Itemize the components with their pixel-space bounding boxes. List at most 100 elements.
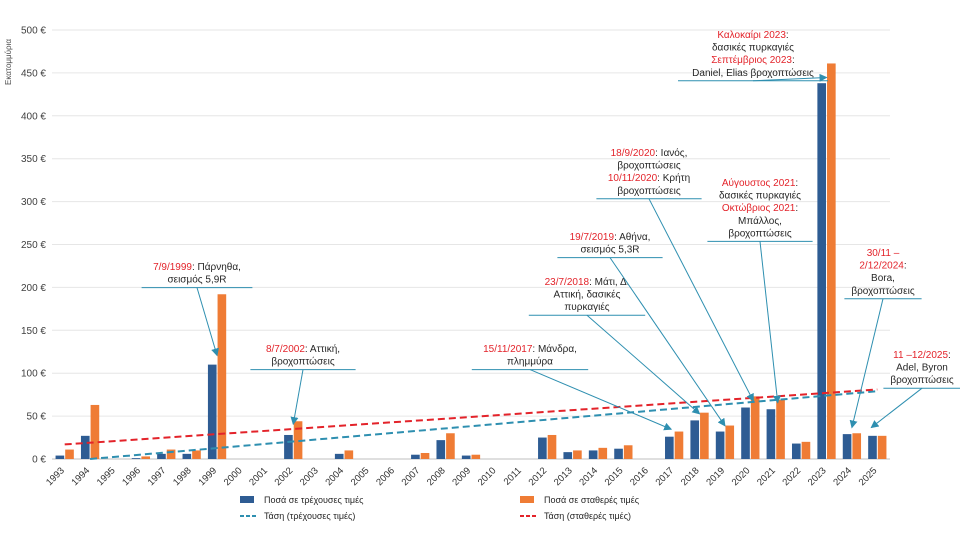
x-tick-label: 2019 bbox=[704, 465, 727, 488]
annotation-label: : Ιανός, bbox=[655, 147, 687, 159]
bar-current-price bbox=[588, 450, 598, 459]
annotation-label: Αττική, δασικές bbox=[554, 289, 621, 301]
bar-current-price bbox=[715, 431, 725, 459]
annotation-arrow bbox=[290, 369, 304, 426]
x-tick-label: 1997 bbox=[146, 465, 169, 488]
annotation-date: 19/7/2019 bbox=[570, 232, 615, 243]
annotation-label: : Αθήνα, bbox=[614, 231, 650, 243]
x-tick-label: 1999 bbox=[196, 465, 219, 488]
annotation-arrow bbox=[196, 287, 219, 357]
bar-current-price bbox=[741, 407, 750, 459]
annotation-date: 2/12/2024 bbox=[859, 261, 904, 272]
x-tick-label: 2004 bbox=[323, 465, 346, 488]
x-tick-label: 1994 bbox=[69, 465, 92, 488]
bar-constant-price bbox=[166, 449, 176, 459]
bar-current-price bbox=[157, 453, 166, 459]
annotation-text: δασικές πυρκαγιές bbox=[712, 42, 794, 54]
annotation-label: σεισμός 5,9R bbox=[167, 274, 226, 286]
annotation-arrow bbox=[586, 314, 701, 415]
bar-constant-price bbox=[674, 431, 684, 459]
x-tick-label: 2007 bbox=[400, 465, 423, 488]
annotation-date: 7/9/1999 bbox=[153, 262, 192, 273]
bar-current-price bbox=[436, 440, 446, 459]
annotation-text: δασικές πυρκαγιές bbox=[719, 190, 801, 202]
bar-current-price bbox=[80, 435, 90, 459]
annotation-label: Μπάλλος, bbox=[738, 215, 782, 227]
x-tick-label: 2002 bbox=[273, 465, 296, 488]
annotation-arrow bbox=[609, 257, 726, 427]
bar-current-price bbox=[868, 435, 877, 459]
annotation-text: βροχοπτώσεις bbox=[271, 356, 335, 368]
x-tick-label: 2005 bbox=[349, 465, 372, 488]
trend-line-constant bbox=[64, 388, 878, 446]
x-tick-label: 2023 bbox=[806, 465, 829, 488]
annotation-label: βροχοπτώσεις bbox=[728, 227, 792, 239]
y-tick-label: 0 € bbox=[32, 455, 46, 466]
bar-current-price bbox=[766, 409, 776, 459]
annotation-text: Σεπτέμβριος 2023: bbox=[711, 54, 795, 66]
bar-current-price bbox=[411, 454, 420, 459]
annotation-label: Adel, Byron bbox=[896, 363, 948, 374]
x-tick-label: 2010 bbox=[476, 465, 499, 488]
x-tick-label: 2017 bbox=[654, 465, 677, 488]
annotation-label: : bbox=[792, 55, 795, 66]
annotation-label: : Πάρνηθα, bbox=[192, 261, 241, 273]
bar-constant-price bbox=[471, 454, 481, 459]
annotation-date: Σεπτέμβριος 2023 bbox=[711, 54, 792, 66]
x-tick-label: 1995 bbox=[95, 465, 118, 488]
annotation-label: βροχοπτώσεις bbox=[890, 374, 954, 386]
y-tick-label: 100 € bbox=[21, 369, 46, 380]
annotation-label: : Αττική, bbox=[305, 343, 340, 355]
annotation-date: Οκτώβριος 2021 bbox=[722, 202, 796, 214]
annotation-label: πλημμύρα bbox=[507, 356, 553, 368]
bar-constant-price bbox=[700, 412, 709, 459]
x-tick-label: 2001 bbox=[247, 465, 270, 488]
annotation-text: βροχοπτώσεις bbox=[617, 185, 681, 197]
annotation-text: βροχοπτώσεις bbox=[617, 160, 681, 172]
bar-current-price bbox=[334, 453, 344, 459]
annotation-label: βροχοπτώσεις bbox=[851, 285, 915, 297]
annotation-text: σεισμός 5,3R bbox=[580, 244, 639, 256]
bar-constant-price bbox=[446, 433, 455, 459]
annotation-text: 7/9/1999: Πάρνηθα, bbox=[153, 261, 241, 273]
bar-current-price bbox=[842, 434, 852, 459]
annotation-label: : Μάτι, Δ. bbox=[589, 276, 629, 288]
bar-constant-price bbox=[623, 445, 633, 459]
bar-current-price bbox=[614, 448, 623, 459]
annotation-label: : bbox=[786, 30, 789, 41]
x-tick-label: 2006 bbox=[374, 465, 397, 488]
y-tick-label: 300 € bbox=[21, 197, 46, 208]
annotation-text: βροχοπτώσεις bbox=[851, 285, 915, 297]
annotation-text: Bora, bbox=[871, 273, 895, 284]
legend-swatch bbox=[240, 496, 254, 503]
bar-constant-price bbox=[192, 450, 201, 459]
annotation-arrow bbox=[648, 198, 754, 402]
bar-current-price bbox=[55, 455, 65, 459]
y-tick-label: 200 € bbox=[21, 283, 46, 294]
annotation-text: Daniel, Elias βροχοπτώσεις bbox=[692, 67, 814, 79]
bar-current-price bbox=[182, 453, 192, 459]
bar-current-price bbox=[690, 420, 700, 459]
x-tick-label: 2011 bbox=[502, 465, 524, 487]
bar-constant-price bbox=[598, 447, 608, 459]
annotation-label: : bbox=[904, 261, 907, 272]
bar-current-price bbox=[665, 436, 674, 459]
annotation-arrow bbox=[752, 73, 828, 82]
bar-constant-price bbox=[877, 435, 887, 459]
annotation-date: 8/7/2002 bbox=[266, 344, 305, 355]
bar-current-price bbox=[131, 458, 141, 459]
annotation-text: 10/11/2020: Κρήτη bbox=[608, 172, 690, 184]
annotation-text: Οκτώβριος 2021: bbox=[722, 202, 798, 214]
x-tick-label: 2000 bbox=[222, 465, 245, 488]
x-tick-label: 2012 bbox=[527, 465, 550, 488]
annotation-text: σεισμός 5,9R bbox=[167, 274, 226, 286]
annotation-date: 30/11 – bbox=[867, 248, 900, 259]
bar-current-price bbox=[284, 434, 293, 459]
x-tick-label: 2014 bbox=[577, 465, 600, 488]
x-tick-label: 1998 bbox=[171, 465, 194, 488]
bar-constant-price bbox=[573, 450, 582, 459]
annotation-date: 18/9/2020 bbox=[611, 148, 656, 159]
annotation-arrow bbox=[529, 369, 673, 431]
bar-constant-price bbox=[420, 452, 430, 459]
